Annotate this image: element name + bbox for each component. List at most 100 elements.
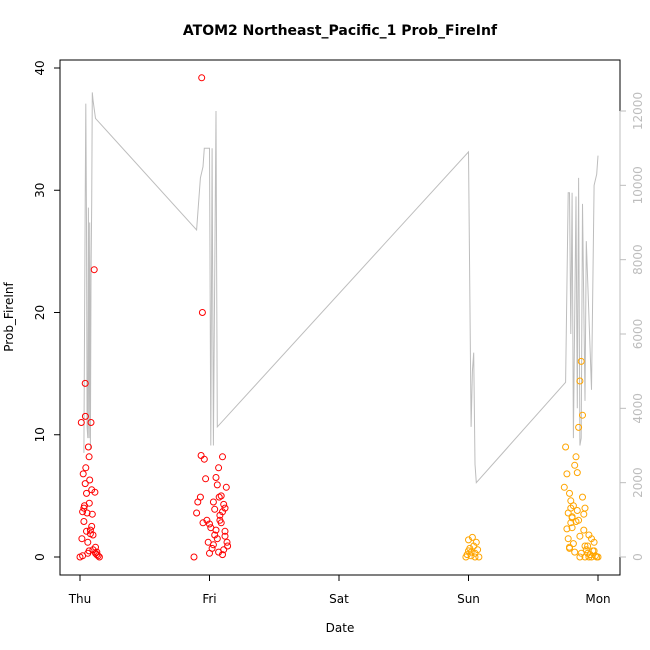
- data-point: [82, 464, 90, 472]
- data-point: [221, 504, 229, 512]
- y-axis-label: Prob_FireInf: [2, 282, 16, 352]
- data-point: [474, 546, 482, 554]
- data-point: [86, 476, 94, 484]
- data-point: [80, 504, 88, 512]
- x-tick-label: Sat: [329, 592, 349, 606]
- data-point: [212, 526, 220, 534]
- data-point: [206, 520, 213, 528]
- data-point: [198, 309, 206, 316]
- data-point: [584, 542, 592, 550]
- data-point: [579, 411, 586, 419]
- y2-tick-label: 2000: [631, 467, 645, 498]
- data-point: [81, 379, 89, 387]
- data-point: [212, 474, 220, 481]
- data-point: [222, 483, 230, 491]
- data-point: [211, 531, 219, 539]
- y-tick-label: 30: [33, 183, 47, 198]
- data-point: [584, 549, 592, 557]
- data-point: [475, 553, 483, 561]
- data-point: [193, 509, 201, 517]
- data-point: [81, 480, 89, 488]
- data-point: [79, 470, 87, 478]
- data-point: [223, 538, 231, 546]
- data-point: [564, 535, 572, 543]
- secondary-series-line: [83, 92, 599, 484]
- data-point: [84, 443, 92, 451]
- data-point: [213, 481, 221, 489]
- y-axis-right: 0 2000 4000 6000 8000 10000 12000: [619, 92, 645, 561]
- data-point: [85, 499, 93, 507]
- y2-tick-label: 8000: [631, 244, 645, 275]
- data-point: [221, 532, 229, 540]
- data-point: [202, 475, 210, 483]
- data-point: [568, 524, 576, 532]
- data-point: [566, 489, 573, 497]
- data-point: [81, 412, 89, 420]
- data-point: [576, 377, 584, 385]
- y-tick-label: 0: [33, 553, 47, 561]
- data-point: [576, 532, 584, 540]
- data-point: [217, 519, 225, 527]
- data-point: [91, 488, 99, 496]
- data-point: [588, 535, 595, 543]
- data-point: [90, 266, 98, 274]
- data-point: [198, 74, 206, 82]
- data-point: [221, 527, 229, 535]
- chart-title: ATOM2 Northeast_Pacific_1 Prob_FireInf: [183, 23, 498, 39]
- data-point: [577, 357, 585, 365]
- data-point: [467, 548, 475, 556]
- data-point: [211, 505, 219, 513]
- data-point: [568, 513, 576, 521]
- data-point: [219, 551, 226, 559]
- data-point: [84, 538, 92, 546]
- data-point: [220, 546, 228, 554]
- y-tick-label: 40: [33, 60, 47, 75]
- data-point: [80, 518, 88, 525]
- data-point: [85, 547, 93, 555]
- data-point: [78, 535, 86, 543]
- data-point: [219, 453, 226, 461]
- data-point: [569, 540, 577, 548]
- data-point: [196, 493, 204, 501]
- y2-tick-label: 6000: [631, 319, 645, 350]
- data-point: [575, 423, 583, 431]
- data-point: [79, 552, 87, 560]
- data-point: [585, 553, 593, 561]
- data-point: [206, 549, 213, 557]
- data-point: [83, 489, 90, 497]
- data-point: [224, 542, 232, 550]
- data-point: [581, 504, 589, 512]
- y-tick-label: 20: [33, 305, 47, 320]
- data-point: [215, 464, 223, 472]
- data-point: [472, 538, 480, 546]
- data-point: [209, 498, 217, 506]
- data-point: [465, 536, 472, 544]
- data-point: [563, 525, 571, 533]
- y2-tick-label: 4000: [631, 393, 645, 424]
- data-point: [560, 483, 568, 491]
- data-point: [576, 553, 584, 561]
- data-point: [579, 493, 586, 501]
- data-point: [199, 519, 207, 527]
- data-point: [567, 504, 575, 512]
- data-point: [77, 419, 85, 426]
- x-axis: Thu Fri Sat Sun Mon: [68, 574, 611, 606]
- data-point: [573, 469, 581, 477]
- data-point: [220, 500, 228, 508]
- data-point: [88, 522, 96, 530]
- data-point: [572, 453, 580, 461]
- y2-tick-label: 12000: [631, 92, 645, 130]
- data-point: [83, 509, 91, 517]
- data-point: [562, 443, 570, 451]
- x-axis-label: Date: [326, 621, 355, 635]
- data-point: [93, 551, 101, 559]
- data-point: [580, 526, 588, 534]
- x-tick-label: Sun: [457, 592, 480, 606]
- data-point: [86, 530, 94, 538]
- data-point: [88, 510, 96, 518]
- data-point: [87, 419, 95, 426]
- data-point: [471, 553, 479, 561]
- data-point: [572, 518, 580, 525]
- data-point: [590, 547, 598, 555]
